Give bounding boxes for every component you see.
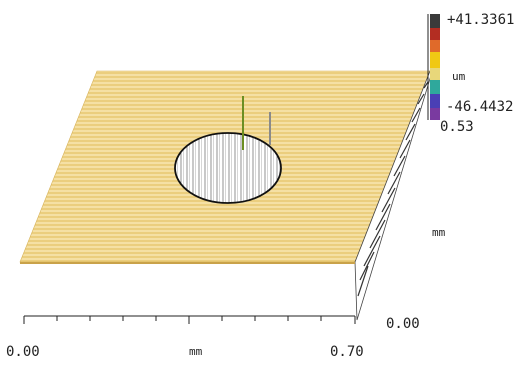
x-axis xyxy=(23,315,356,324)
x-axis-end-label: 0.70 xyxy=(330,344,364,360)
y-axis-unit-label: mm xyxy=(432,226,446,239)
surface-hole xyxy=(174,132,282,204)
y-axis-start-label: 0.00 xyxy=(386,316,420,332)
x-axis-start-label: 0.00 xyxy=(6,344,40,360)
surface-front-edge xyxy=(20,262,355,264)
colorbar-min-label: -46.4432 xyxy=(446,99,513,115)
side-wall-hatching xyxy=(357,81,429,297)
colorbar xyxy=(427,14,440,120)
colorbar-max-label: +41.3361 xyxy=(447,12,514,28)
y-axis-end-label: 0.53 xyxy=(440,119,474,135)
x-axis-unit-label: mm xyxy=(189,345,203,358)
colorbar-unit-label: um xyxy=(452,70,466,83)
